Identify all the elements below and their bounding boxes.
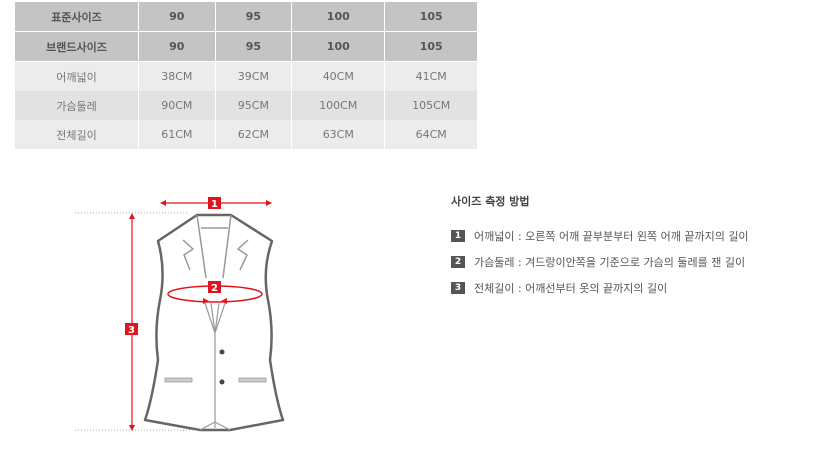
row-label: 브랜드사이즈 <box>15 31 139 62</box>
cell: 100CM <box>291 91 385 120</box>
marker-2: 2 <box>208 281 221 294</box>
measurement-guide: 사이즈 측정 방법 1 어깨넓이 : 오른쪽 어깨 끝부분부터 왼쪽 어깨 끝까… <box>451 193 749 301</box>
guide-lines <box>75 212 200 431</box>
row-label: 어깨넓이 <box>15 61 139 91</box>
row-label: 표준사이즈 <box>15 2 139 32</box>
table-row-standard-size: 표준사이즈 90 95 100 105 <box>15 2 477 32</box>
svg-text:1: 1 <box>211 199 218 210</box>
table-row: 가슴둘레 90CM 95CM 100CM 105CM <box>15 91 477 120</box>
guide-step: 2 가슴둘레 : 겨드랑이안쪽을 기준으로 가슴의 둘레를 잰 길이 <box>451 249 749 275</box>
cell: 105CM <box>384 91 477 120</box>
cell: 40CM <box>291 61 385 91</box>
guide-step: 1 어깨넓이 : 오른쪽 어깨 끝부분부터 왼쪽 어깨 끝까지의 길이 <box>451 223 749 249</box>
cell: 100 <box>291 31 385 62</box>
svg-text:2: 2 <box>211 283 218 294</box>
step-number: 1 <box>451 230 465 242</box>
cell: 105 <box>384 31 477 62</box>
row-label: 가슴둘레 <box>15 91 139 120</box>
cell: 95 <box>214 31 292 62</box>
table-row-brand-size: 브랜드사이즈 90 95 100 105 <box>15 31 477 62</box>
step-number: 3 <box>451 282 465 294</box>
vest-measurement-diagram: 1 2 3 <box>75 197 285 432</box>
cell: 95CM <box>214 91 292 120</box>
cell: 61CM <box>138 120 216 149</box>
vest-illustration <box>143 213 285 432</box>
cell: 90CM <box>138 91 216 120</box>
table-row: 전체길이 61CM 62CM 63CM 64CM <box>15 120 477 149</box>
row-label: 전체길이 <box>15 120 139 149</box>
step-text: 가슴둘레 : 겨드랑이안쪽을 기준으로 가슴의 둘레를 잰 길이 <box>474 256 746 269</box>
cell: 95 <box>214 2 292 32</box>
table-row: 어깨넓이 38CM 39CM 40CM 41CM <box>15 61 477 91</box>
cell: 38CM <box>138 61 216 91</box>
cell: 62CM <box>214 120 292 149</box>
cell: 90 <box>138 31 216 62</box>
marker-1: 1 <box>208 197 221 210</box>
cell: 64CM <box>384 120 477 149</box>
marker-3: 3 <box>125 323 138 336</box>
svg-text:3: 3 <box>128 325 135 336</box>
step-text: 어깨넓이 : 오른쪽 어깨 끝부분부터 왼쪽 어깨 끝까지의 길이 <box>474 230 749 243</box>
guide-title: 사이즈 측정 방법 <box>451 195 530 208</box>
length-arrow <box>129 213 135 431</box>
cell: 90 <box>138 2 216 32</box>
button <box>219 349 225 355</box>
step-number: 2 <box>451 256 465 268</box>
cell: 39CM <box>214 61 292 91</box>
size-table: 표준사이즈 90 95 100 105 브랜드사이즈 90 95 100 105… <box>15 2 477 149</box>
cell: 63CM <box>291 120 385 149</box>
guide-step: 3 전체길이 : 어깨선부터 옷의 끝까지의 길이 <box>451 275 749 301</box>
cell: 105 <box>384 2 477 32</box>
button <box>219 379 225 385</box>
cell: 100 <box>291 2 385 32</box>
step-text: 전체길이 : 어깨선부터 옷의 끝까지의 길이 <box>474 282 668 295</box>
cell: 41CM <box>384 61 477 91</box>
